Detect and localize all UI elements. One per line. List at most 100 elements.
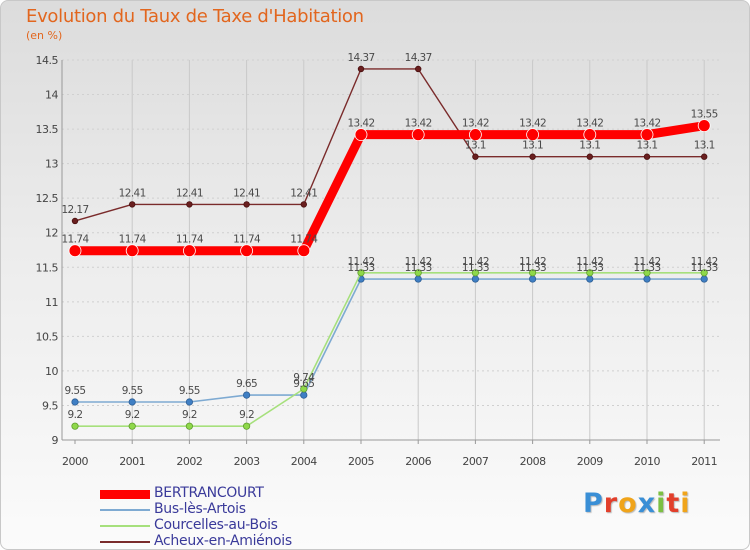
data-point: [357, 65, 365, 73]
data-point: [526, 128, 539, 142]
x-tick-label: 2004: [291, 455, 317, 468]
logo-letter: P: [583, 488, 604, 519]
x-tick-label: 2006: [405, 455, 431, 468]
data-label: 11.42: [462, 256, 489, 268]
data-label: 13.1: [694, 140, 715, 152]
data-label: 11.33: [347, 262, 374, 274]
data-point: [240, 244, 254, 258]
data-point: [529, 153, 536, 160]
data-label: 11.42: [405, 256, 432, 268]
series-line: [74, 278, 706, 403]
proxiti-logo: Proxiti: [583, 488, 691, 519]
legend-label: Acheux-en-Amiénois: [154, 533, 292, 549]
legend-swatch: [100, 525, 150, 527]
y-tick-label: 10: [45, 365, 58, 378]
x-tick-label: 2011: [691, 455, 717, 468]
x-tick-label: 2003: [234, 455, 260, 468]
data-label: 9.74: [293, 372, 315, 384]
data-point: [128, 422, 136, 430]
data-point: [185, 422, 193, 430]
data-point: [701, 153, 708, 160]
legend-label: Bus-lès-Artois: [154, 501, 246, 517]
data-label: 9.2: [125, 409, 140, 421]
data-label: 9.55: [179, 385, 200, 397]
legend-swatch: [100, 541, 150, 543]
data-label: 13.55: [691, 109, 718, 121]
series-line: [70, 121, 709, 256]
data-label: 12.41: [233, 187, 260, 199]
data-point: [414, 269, 422, 277]
data-label: 13.42: [347, 118, 374, 130]
data-point: [528, 269, 537, 277]
data-label: 12.17: [61, 204, 88, 216]
series-line: [74, 271, 706, 427]
y-tick-label: 12: [45, 227, 58, 240]
chart-title: Evolution du Taux de Taxe d'Habitation: [26, 6, 364, 27]
data-label: 11.33: [462, 262, 489, 274]
x-tick-label: 2009: [577, 455, 603, 468]
data-label: 11.42: [633, 256, 660, 268]
data-label: 9.65: [236, 378, 257, 390]
series-line: [74, 68, 705, 222]
x-tick-label: 2002: [176, 455, 202, 468]
legend-label: Courcelles-au-Bois: [154, 517, 278, 533]
logo-letter: r: [603, 488, 619, 519]
data-label: 13.42: [519, 118, 546, 130]
data-label: 9.2: [68, 409, 83, 421]
y-tick-label: 11: [45, 296, 58, 309]
data-point: [586, 275, 594, 283]
y-tick-label: 14.5: [36, 54, 59, 67]
data-point: [185, 398, 193, 406]
data-point: [586, 269, 594, 277]
data-point: [697, 119, 711, 133]
data-point: [414, 275, 422, 283]
data-label: 14.37: [347, 52, 374, 64]
data-point: [243, 391, 251, 399]
data-point: [643, 153, 651, 160]
data-point: [71, 422, 79, 430]
y-tick-label: 10.5: [36, 330, 59, 343]
data-point: [643, 269, 651, 277]
x-tick-label: 2005: [348, 455, 374, 468]
data-point: [354, 128, 368, 142]
data-label: 13.1: [579, 140, 600, 152]
data-point: [586, 153, 593, 160]
data-point: [300, 391, 308, 399]
data-point: [182, 244, 196, 258]
data-label: 12.41: [176, 187, 203, 199]
data-point: [300, 385, 308, 393]
y-tick-label: 11.5: [36, 261, 59, 274]
data-point: [71, 217, 79, 225]
y-tick-label: 13.5: [36, 123, 59, 136]
data-point: [640, 128, 654, 142]
data-label: 11.42: [519, 256, 546, 268]
data-label: 11.42: [576, 256, 603, 268]
data-point: [700, 275, 708, 283]
data-point: [243, 422, 251, 430]
data-point: [583, 128, 597, 142]
logo-letter: t: [666, 488, 681, 519]
logo-letter: x: [637, 488, 657, 519]
data-label: 11.42: [347, 256, 374, 268]
data-label: 11.74: [233, 234, 261, 246]
data-point: [411, 128, 425, 142]
legend-swatch: [100, 490, 150, 499]
data-point: [128, 201, 136, 208]
data-label: 11.74: [176, 234, 204, 246]
data-point: [68, 244, 82, 258]
x-tick-label: 2001: [119, 455, 145, 468]
data-label: 11.33: [576, 262, 603, 274]
data-point: [297, 244, 311, 258]
y-tick-label: 9.5: [42, 399, 58, 412]
data-point: [528, 275, 537, 283]
data-point: [700, 269, 708, 277]
data-point: [128, 398, 136, 406]
data-label: 11.33: [519, 262, 546, 274]
data-label: 13.42: [405, 118, 432, 130]
data-label: 11.42: [691, 256, 718, 268]
data-label: 12.41: [290, 187, 317, 199]
data-point: [186, 201, 193, 208]
data-point: [71, 398, 79, 406]
